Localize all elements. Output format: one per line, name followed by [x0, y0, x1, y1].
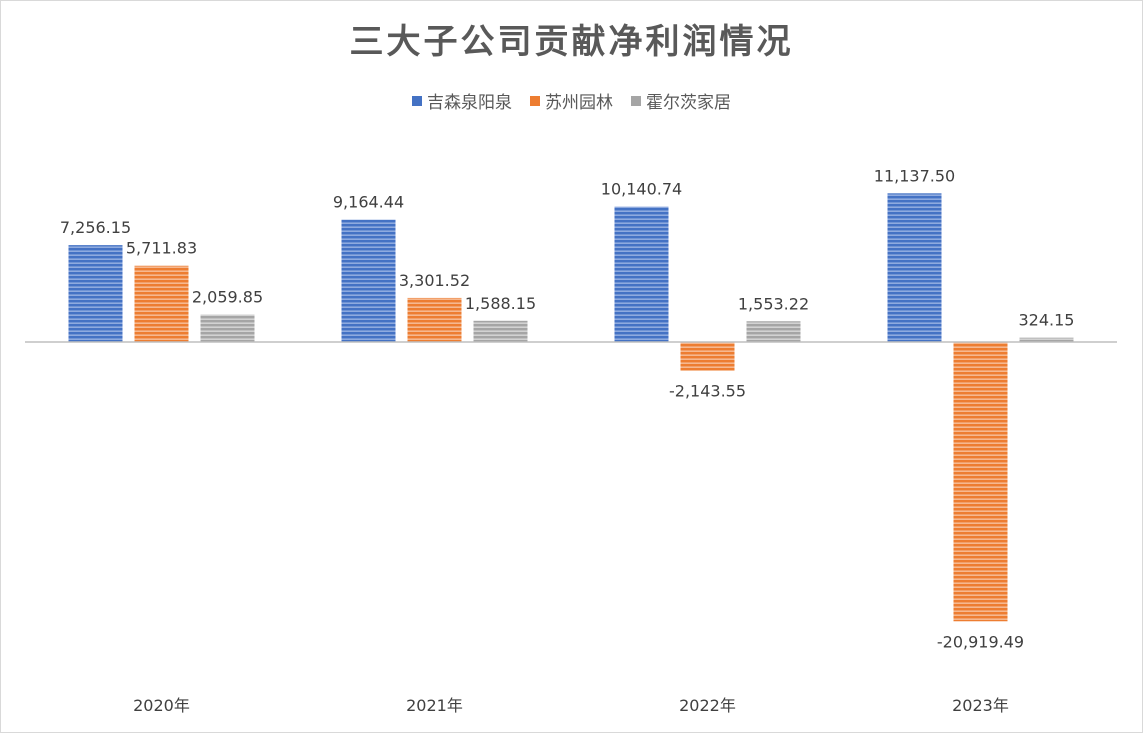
bar-2-3: [1019, 337, 1074, 342]
legend-item-2: 霍尔茨家居: [631, 88, 731, 113]
data-label-1-2: -2,143.55: [669, 382, 746, 401]
bar-0-3: [887, 193, 942, 342]
category-label-2: 2022年: [679, 696, 736, 715]
legend-swatch-1: [530, 95, 540, 106]
data-label-1-0: 5,711.83: [126, 239, 197, 258]
chart-title: 三大子公司贡献净利润情况: [349, 22, 794, 62]
legend-label-0: 吉森泉阳泉: [427, 93, 512, 113]
category-label-1: 2021年: [406, 696, 463, 715]
legend-label-1: 苏州园林: [545, 93, 613, 113]
bar-2-2: [746, 321, 801, 342]
bar-1-2: [680, 342, 735, 371]
bar-0-0: [68, 245, 123, 342]
legend-label-2: 霍尔茨家居: [646, 93, 731, 113]
data-label-2-0: 2,059.85: [192, 288, 263, 307]
data-label-0-2: 10,140.74: [601, 180, 682, 199]
legend-item-1: 苏州园林: [530, 88, 613, 113]
bar-0-1: [341, 219, 396, 342]
bar-2-0: [200, 314, 255, 342]
chart-legend: 吉森泉阳泉 苏州园林 霍尔茨家居: [0, 88, 1143, 113]
data-label-1-1: 3,301.52: [399, 271, 470, 290]
bar-0-2: [614, 206, 669, 342]
bar-2-1: [473, 320, 528, 342]
data-label-0-3: 11,137.50: [874, 166, 955, 185]
data-label-2-2: 1,553.22: [738, 294, 809, 313]
category-label-3: 2023年: [952, 696, 1009, 715]
legend-swatch-0: [412, 95, 422, 106]
data-label-0-1: 9,164.44: [333, 193, 404, 212]
data-label-2-1: 1,588.15: [465, 294, 536, 313]
bar-1-1: [407, 297, 462, 342]
category-label-0: 2020年: [133, 696, 190, 715]
legend-item-0: 吉森泉阳泉: [412, 88, 512, 113]
bar-1-3: [953, 342, 1008, 622]
data-label-0-0: 7,256.15: [60, 218, 131, 237]
legend-swatch-2: [631, 95, 641, 106]
bar-1-0: [134, 265, 189, 342]
data-label-2-3: 324.15: [1019, 311, 1075, 330]
data-label-1-3: -20,919.49: [937, 632, 1024, 651]
